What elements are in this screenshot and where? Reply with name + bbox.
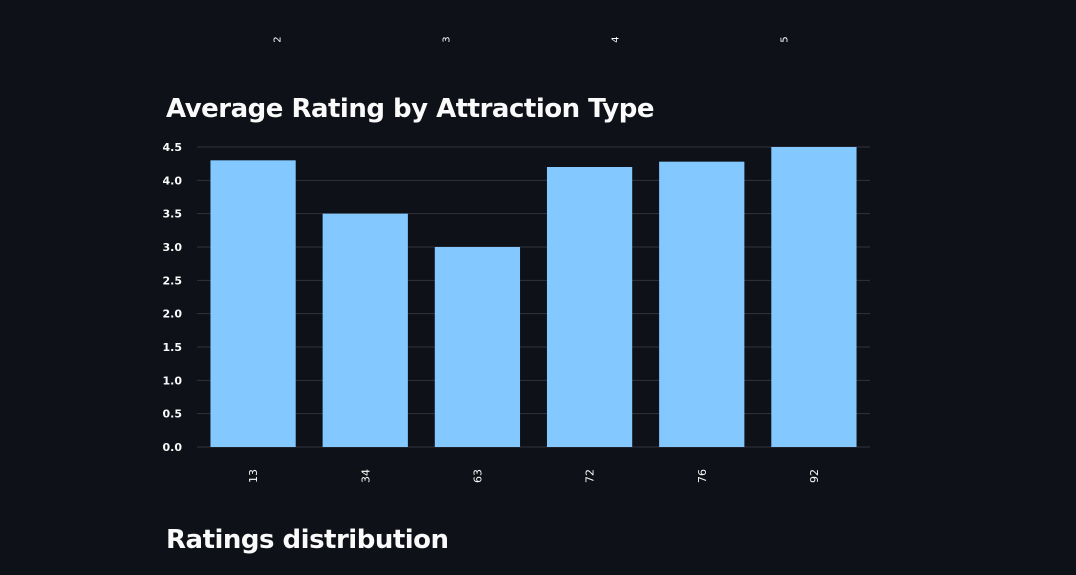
bar-72 [546,167,633,447]
y-tick-label: 2.5 [163,274,183,287]
y-tick-label: 4.5 [163,141,183,154]
x-tick-label: 13 [247,469,260,483]
previous-x-tick-label: 3 [441,36,453,43]
previous-x-tick-label: 5 [779,36,791,43]
y-tick-label: 4.0 [163,174,183,187]
x-tick-label: 34 [359,469,372,483]
bar-92 [771,147,857,447]
y-tick-label: 0.5 [163,408,183,421]
chart-heading: Average Rating by Attraction Type [166,94,655,124]
x-tick-label: 63 [471,469,484,483]
y-tick-label: 3.0 [163,241,183,254]
x-tick-label: 92 [808,469,821,483]
bar-13 [210,160,296,448]
y-tick-label: 1.5 [163,341,183,354]
y-tick-label: 1.0 [163,374,183,387]
y-tick-label: 0.0 [163,441,183,454]
bar-34 [322,213,408,447]
y-tick-label: 3.5 [163,208,183,221]
bar-chart[interactable]: 0.0 0.5 1.0 1.5 2.0 2.5 3.0 3.5 4.0 4.5 13 34 63 72 76… [150,136,890,496]
x-tick-label: 76 [696,469,709,483]
section-heading: Ratings distribution [166,525,449,555]
y-tick-label: 2.0 [163,308,183,321]
previous-x-tick-label: 4 [610,36,622,43]
bar-63 [434,247,521,447]
previous-chart-x-axis: 2 3 4 5 [0,0,1076,70]
previous-x-tick-label: 2 [272,36,284,43]
bar-76 [659,161,745,447]
x-tick-label: 72 [584,469,597,483]
